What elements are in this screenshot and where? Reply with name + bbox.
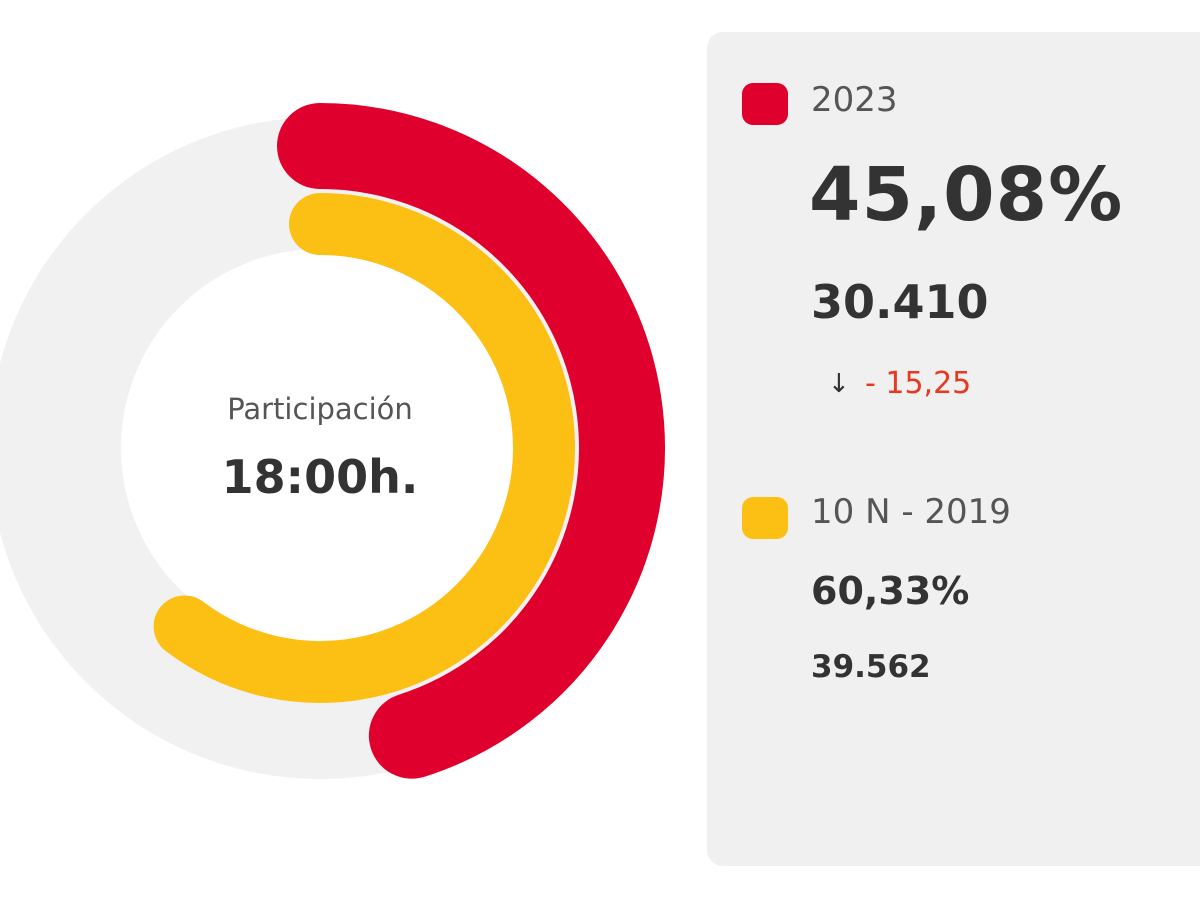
votes-10n-2019: 39.562 — [811, 649, 931, 685]
arrow-down-icon: ↓ — [828, 369, 850, 399]
legend-swatch-2023 — [742, 83, 788, 125]
center-time: 18:00h. — [221, 450, 419, 504]
votes-2023: 30.410 — [811, 275, 989, 329]
delta-value-2023: - 15,25 — [865, 366, 972, 401]
center-title: Participación — [227, 392, 413, 426]
participation-donut-chart — [0, 103, 665, 779]
legend-swatch-10n-2019 — [742, 497, 788, 539]
percent-2023: 45,08% — [809, 152, 1124, 238]
arc-10n-2019 — [153, 193, 575, 703]
arc-2023 — [277, 103, 665, 779]
legend-label-10n-2019: 10 N - 2019 — [811, 492, 1011, 532]
legend-panel: 2023 45,08% 30.410 ↓ - 15,25 10 N - 2019… — [707, 32, 1200, 866]
legend-label-2023: 2023 — [811, 80, 898, 120]
percent-10n-2019: 60,33% — [811, 569, 970, 613]
